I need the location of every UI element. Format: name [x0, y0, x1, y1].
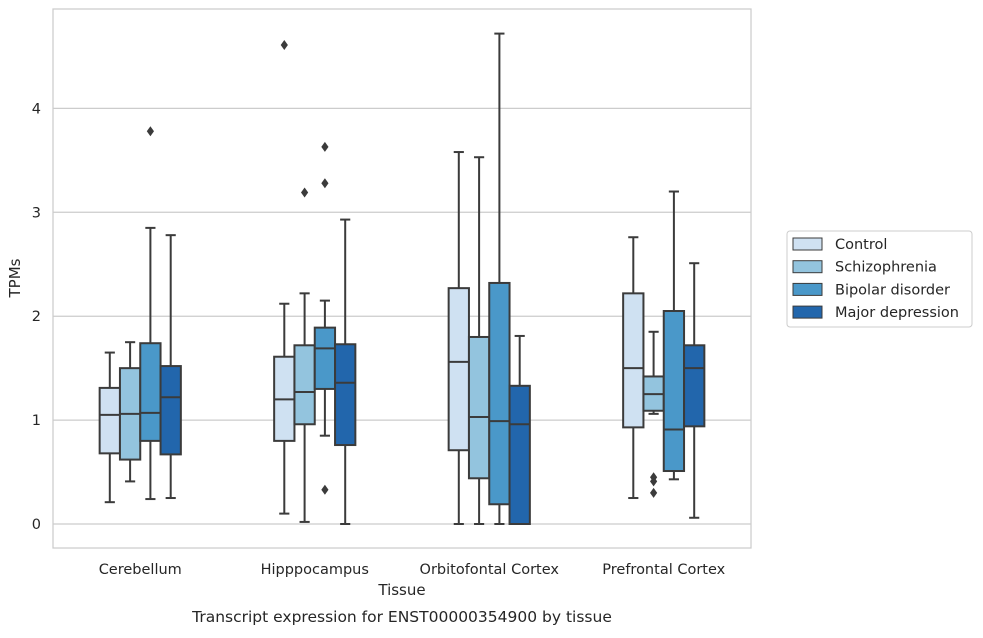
iqr-box [293, 344, 316, 426]
y-tick-labels: 0 1 2 3 4 [32, 101, 41, 533]
iqr-box [98, 386, 121, 455]
box-hipppocampus [273, 40, 296, 515]
legend-item: Major depression [792, 305, 959, 321]
box-cerebellum [139, 126, 162, 501]
outlier-point [301, 187, 309, 198]
box-orbitofontal-cortex [447, 151, 470, 525]
iqr-box [508, 384, 531, 525]
x-tick-labels: Cerebellum Hipppocampus Orbitofontal Corte… [99, 562, 726, 578]
box-prefrontal-cortex [662, 190, 686, 481]
box-cerebellum [118, 341, 142, 483]
chart-caption: Transcript expression for ENST0000035490… [191, 608, 612, 626]
x-axis-label: Tissue [377, 581, 425, 599]
box-cerebellum [98, 351, 121, 504]
iqr-box [622, 292, 645, 429]
x-tick-label: Hipppocampus [261, 562, 369, 578]
grid-lines [53, 107, 751, 525]
series-major-depression [159, 218, 706, 525]
legend-swatch [792, 260, 823, 274]
legend-swatch [792, 305, 823, 319]
legend-label: Major depression [835, 305, 959, 321]
iqr-box [488, 281, 511, 506]
legend-items: Control Schizophrenia Bipolar disorder Majo… [792, 237, 959, 321]
iqr-box [159, 365, 182, 456]
iqr-box [467, 335, 491, 480]
legend-item: Schizophrenia [792, 260, 937, 276]
iqr-box [447, 287, 470, 452]
outlier-point [280, 40, 288, 51]
box-prefrontal-cortex [622, 236, 645, 500]
y-tick-label: 2 [32, 309, 41, 325]
legend-item: Control [792, 237, 887, 253]
legend-label: Bipolar disorder [835, 282, 950, 298]
outlier-point [321, 141, 329, 152]
y-tick-label: 1 [32, 413, 41, 429]
legend-swatch [792, 282, 823, 296]
y-tick-label: 3 [32, 205, 41, 221]
x-tick-label: Orbitofontal Cortex [420, 562, 560, 578]
x-tick-label: Cerebellum [99, 562, 182, 578]
iqr-box [139, 342, 162, 442]
series-schizophrenia [118, 156, 665, 525]
y-tick-label: 0 [32, 517, 41, 533]
outlier-point [650, 472, 658, 483]
outlier-point [321, 484, 329, 495]
box-hipppocampus [313, 141, 337, 495]
legend-item: Bipolar disorder [792, 282, 950, 298]
plot-frame [52, 8, 752, 549]
legend-label: Schizophrenia [835, 260, 937, 276]
iqr-box [683, 344, 706, 428]
outlier-point [146, 126, 154, 137]
box-hipppocampus [293, 187, 316, 523]
legend: Control Schizophrenia Bipolar disorder Majo… [786, 230, 973, 328]
outlier-point [650, 487, 658, 498]
legend-frame [786, 230, 973, 328]
legend-label: Control [835, 237, 887, 253]
series-bipolar-disorder [139, 32, 686, 525]
iqr-box [662, 310, 686, 473]
box-orbitofontal-cortex [488, 32, 511, 525]
y-axis-label: TPMs [6, 258, 24, 298]
x-tick-label: Prefrontal Cortex [602, 562, 725, 578]
box-orbitofontal-cortex [508, 334, 531, 525]
outlier-point [321, 178, 329, 189]
iqr-box [313, 326, 337, 390]
box-prefrontal-cortex [683, 262, 706, 519]
y-tick-label: 4 [32, 101, 41, 117]
iqr-box [334, 343, 357, 447]
legend-swatch [792, 237, 823, 251]
box-prefrontal-cortex [642, 330, 665, 498]
box-hipppocampus [334, 218, 357, 525]
box-series [98, 32, 706, 525]
box-cerebellum [159, 234, 182, 500]
